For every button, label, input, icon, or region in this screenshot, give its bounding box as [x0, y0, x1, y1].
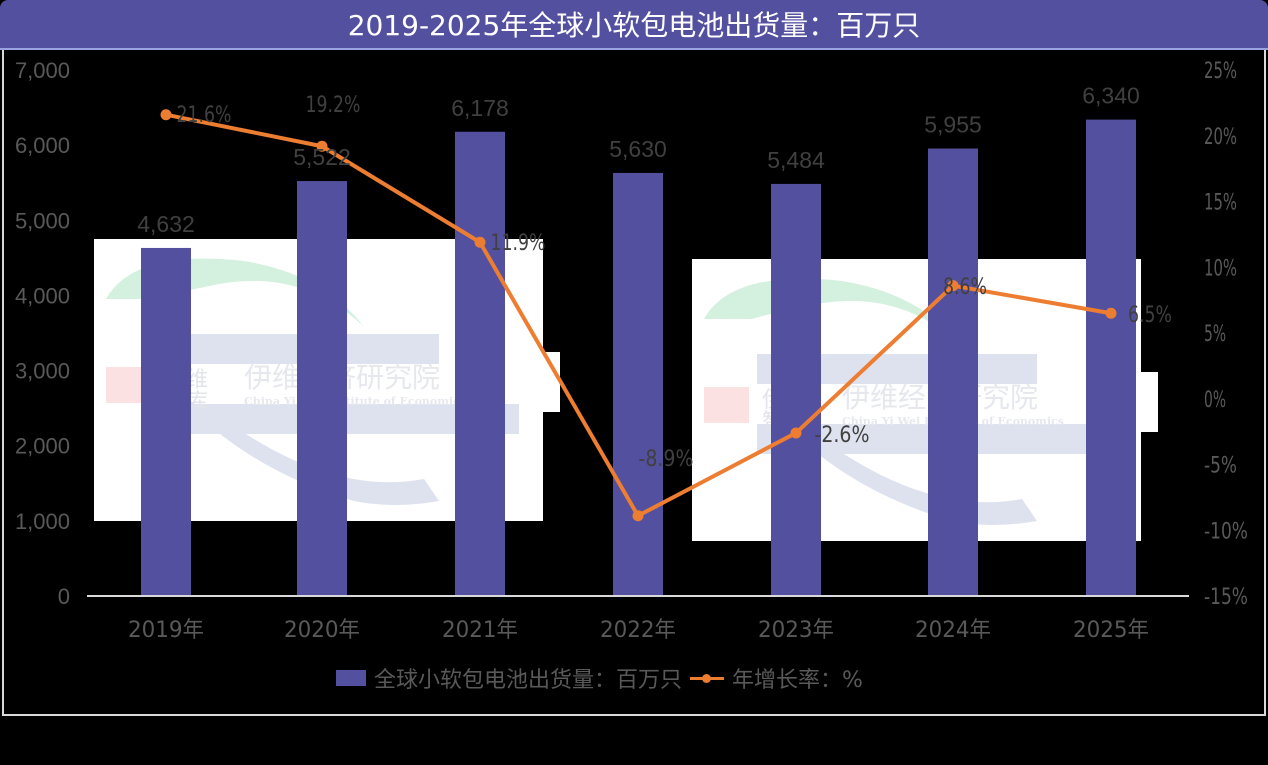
- x-tick-label: 2021年: [442, 618, 518, 643]
- bar-value-label: 6,178: [451, 95, 509, 121]
- growth-value-label: -8.9%: [639, 447, 694, 472]
- data-labels: 4,632 5,522 6,178 5,630 5,484 5,955 6,340 21.6%…: [137, 83, 1172, 472]
- x-tick-label: 2019年: [128, 618, 204, 643]
- growth-marker: [790, 427, 802, 439]
- left-tick-label: 2,000: [15, 434, 70, 459]
- bar-2024年: [928, 148, 978, 596]
- legend-bar-swatch: [336, 670, 366, 686]
- legend: 全球小软包电池出货量：百万只 年增长率：%: [336, 662, 863, 694]
- x-axis: 2019年 2020年 2021年 2022年 2023年 2024年 2025年: [128, 618, 1149, 643]
- x-tick-label: 2022年: [600, 618, 676, 643]
- left-tick-label: 0: [58, 584, 70, 609]
- bar-2019年: [141, 247, 191, 596]
- title-bar: 2019-2025年全球小软包电池出货量：百万只: [0, 0, 1268, 50]
- left-axis: 0 1,000 2,000 3,000 4,000 5,000 6,000 7,000: [15, 58, 70, 609]
- left-tick-label: 7,000: [15, 58, 70, 83]
- bar-value-label: 5,484: [767, 147, 825, 173]
- left-tick-label: 4,000: [15, 283, 70, 308]
- bar-value-label: 5,522: [293, 144, 351, 170]
- bar-2022年: [613, 172, 663, 596]
- right-tick-label: 5%: [1204, 322, 1226, 347]
- right-tick-label: 10%: [1204, 256, 1237, 281]
- bar-2023年: [771, 183, 821, 596]
- growth-marker: [316, 140, 328, 152]
- bar-value-label: 6,340: [1082, 83, 1140, 109]
- svg-text:China Yi Wei Institute of Econ: China Yi Wei Institute of Economics: [244, 395, 466, 408]
- bar-2021年: [455, 131, 505, 596]
- left-tick-label: 3,000: [15, 359, 70, 384]
- bar-2020年: [297, 181, 347, 596]
- legend-bar-label: 全球小软包电池出货量：百万只: [374, 668, 683, 693]
- right-tick-label: 15%: [1204, 191, 1237, 216]
- x-tick-label: 2023年: [758, 618, 834, 643]
- left-tick-label: 1,000: [15, 509, 70, 534]
- legend-line-label: 年增长率：%: [732, 668, 863, 693]
- growth-value-label: 21.6%: [177, 103, 232, 128]
- growth-value-label: 19.2%: [306, 93, 361, 118]
- legend-line-swatch: [690, 668, 725, 688]
- growth-marker: [474, 236, 486, 248]
- bar-value-label: 5,630: [609, 136, 667, 162]
- growth-marker: [632, 510, 644, 522]
- right-tick-label: 25%: [1204, 59, 1237, 84]
- right-tick-label: -10%: [1204, 519, 1248, 544]
- right-tick-label: 20%: [1204, 125, 1237, 150]
- growth-value-label: -2.6%: [815, 423, 870, 448]
- bar-2025年: [1086, 119, 1136, 596]
- x-tick-label: 2020年: [284, 618, 360, 643]
- bar-series: [141, 119, 1136, 596]
- growth-marker: [947, 280, 959, 292]
- left-tick-label: 6,000: [15, 133, 70, 158]
- right-tick-label: -5%: [1204, 454, 1237, 479]
- growth-marker: [160, 109, 172, 121]
- x-tick-label: 2024年: [915, 618, 991, 643]
- right-tick-label: 0%: [1204, 388, 1226, 413]
- right-axis: -15% -10% -5% 0% 5% 10% 15% 20% 25%: [1204, 59, 1248, 610]
- line-series: [160, 109, 1117, 522]
- chart-title: 2019-2025年全球小软包电池出货量：百万只: [347, 9, 921, 42]
- left-tick-label: 5,000: [15, 208, 70, 233]
- bar-value-label: 5,955: [924, 112, 982, 138]
- growth-value-label: 11.9%: [491, 231, 546, 256]
- x-tick-label: 2025年: [1073, 618, 1149, 643]
- bar-value-label: 4,632: [137, 211, 195, 237]
- growth-value-label: 6.5%: [1128, 303, 1172, 328]
- right-tick-label: -15%: [1204, 585, 1248, 610]
- growth-value-label: 8.6%: [943, 275, 987, 300]
- growth-marker: [1105, 307, 1117, 319]
